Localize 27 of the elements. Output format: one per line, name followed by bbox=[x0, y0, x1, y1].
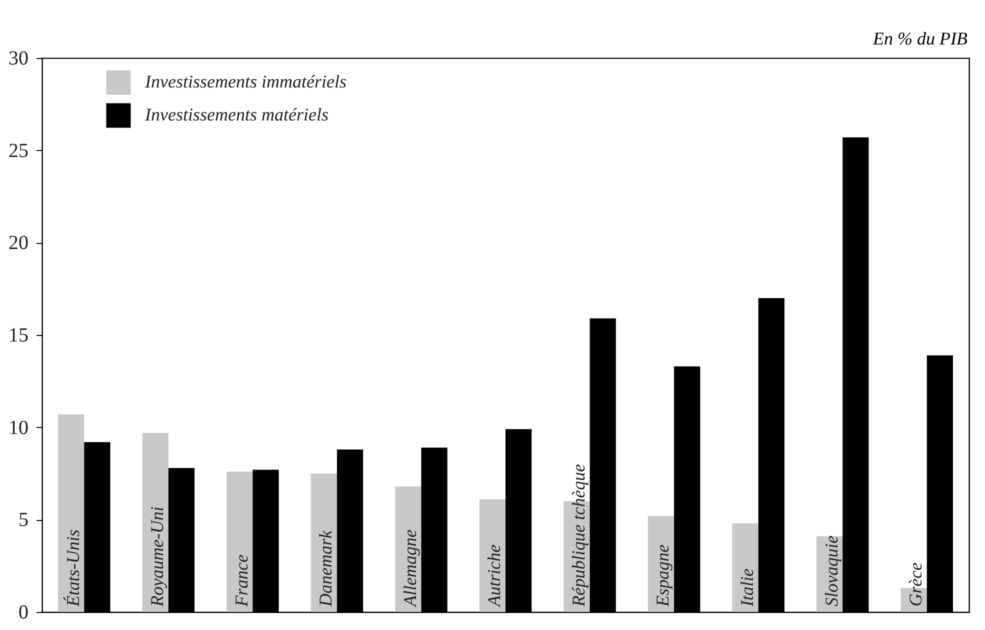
y-axis-title: En % du PIB bbox=[872, 28, 968, 48]
x-tick-label: Espagne bbox=[652, 544, 673, 608]
legend-label: Investissements matériels bbox=[144, 104, 328, 124]
x-tick-label: Autriche bbox=[484, 544, 504, 608]
legend-label: Investissements immatériels bbox=[144, 72, 346, 92]
x-tick-label: Allemagne bbox=[400, 530, 420, 608]
y-tick-label: 0 bbox=[18, 602, 28, 624]
y-tick-label: 25 bbox=[8, 140, 28, 162]
x-tick-label: États-Unis bbox=[62, 529, 83, 608]
bar bbox=[310, 474, 337, 612]
x-tick-label: Danemark bbox=[316, 530, 336, 608]
x-tick-label: Royaume-Uni bbox=[147, 506, 168, 608]
bar bbox=[58, 414, 84, 612]
x-tick-label: Slovaquie bbox=[821, 536, 842, 606]
y-tick-label: 10 bbox=[8, 416, 28, 439]
y-tick-label: 15 bbox=[8, 324, 28, 346]
bar bbox=[226, 472, 253, 612]
bar bbox=[142, 432, 168, 612]
y-tick-label: 30 bbox=[8, 48, 28, 70]
x-tick-label: République tchèque bbox=[568, 464, 588, 608]
x-tick-label: Grèce bbox=[906, 562, 926, 606]
y-tick-label: 20 bbox=[8, 232, 28, 254]
bar bbox=[479, 499, 506, 612]
x-tick-label: France bbox=[231, 554, 252, 608]
bar bbox=[732, 523, 758, 612]
x-tick-label: Italie bbox=[736, 568, 757, 608]
y-tick-label: 5 bbox=[18, 509, 28, 532]
